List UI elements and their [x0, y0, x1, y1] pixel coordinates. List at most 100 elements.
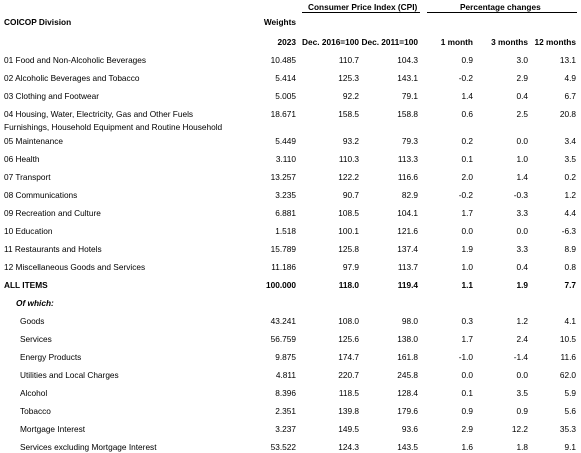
table-row: 09 Recreation and Culture 6.881 108.5 104.1…: [0, 207, 581, 219]
table-row: 10 Education 1.518 100.1 121.6 0.0 0.0 -6.3: [0, 225, 581, 237]
cell-a: 93.2: [342, 136, 359, 146]
cell-a: 125.6: [338, 334, 359, 344]
cell-m12: 8.9: [564, 244, 576, 254]
col-header-1-month: 1 month: [440, 37, 473, 47]
cell-m12: 20.8: [559, 109, 576, 119]
cell-b: 179.6: [397, 406, 418, 416]
row-label: 07 Transport: [4, 172, 51, 182]
cell-b: 138.0: [397, 334, 418, 344]
cell-b: 79.1: [401, 91, 418, 101]
row-label: 11 Restaurants and Hotels: [4, 244, 102, 254]
cell-m1: 0.0: [461, 226, 473, 236]
cell-m3: 0.0: [516, 370, 528, 380]
row-label: 03 Clothing and Footwear: [4, 91, 100, 101]
cell-m12: 7.7: [564, 280, 576, 290]
row-label: Utilities and Local Charges: [20, 370, 119, 380]
table-row: 04 Housing, Water, Electricity, Gas and …: [0, 108, 581, 120]
table-row: 06 Health 3.110 110.3 113.3 0.1 1.0 3.5: [0, 153, 581, 165]
cell-a: 174.7: [338, 352, 359, 362]
cell-m1: 1.1: [461, 280, 473, 290]
cell-m3: 12.2: [511, 424, 528, 434]
row-label: 04 Housing, Water, Electricity, Gas and …: [4, 109, 194, 119]
cell-w: 2.351: [275, 406, 296, 416]
table-row: Goods 43.241 108.0 98.0 0.3 1.2 4.1: [0, 315, 581, 327]
table-row: Of which:: [0, 297, 581, 309]
row-label: Energy Products: [20, 352, 82, 362]
table-row: 01 Food and Non-Alcoholic Beverages 10.48…: [0, 54, 581, 66]
cell-w: 13.257: [270, 172, 296, 182]
table-row: 02 Alcoholic Beverages and Tobacco 5.414 1…: [0, 72, 581, 84]
cell-m1: 0.2: [461, 136, 473, 146]
table-row: Tobacco 2.351 139.8 179.6 0.9 0.9 5.6: [0, 405, 581, 417]
cell-b: 121.6: [397, 226, 418, 236]
cell-w: 4.811: [275, 370, 296, 380]
cell-m12: 3.5: [564, 154, 576, 164]
cell-m1: -0.2: [458, 73, 473, 83]
cell-m12: 4.1: [564, 316, 576, 326]
cell-b: 161.8: [397, 352, 418, 362]
cell-b: 143.1: [397, 73, 418, 83]
cpi-group-header: Consumer Price Index (CPI): [308, 2, 418, 12]
cell-a: 110.7: [338, 55, 359, 65]
cell-m1: 0.1: [461, 388, 473, 398]
cell-m1: 1.0: [461, 262, 473, 272]
col-header-dec2011: Dec. 2011=100: [361, 37, 418, 47]
cell-m12: 11.6: [560, 352, 576, 362]
row-label: Tobacco: [20, 406, 51, 416]
cell-m12: 1.2: [564, 190, 576, 200]
row-label: 05 Maintenance: [4, 136, 64, 146]
cell-w: 5.005: [275, 91, 296, 101]
row-label: 10 Education: [4, 226, 53, 236]
cell-m12: 35.3: [559, 424, 576, 434]
cell-a: 108.5: [338, 208, 359, 218]
cell-b: 137.4: [397, 244, 418, 254]
cell-a: 139.8: [338, 406, 359, 416]
row-label: ALL ITEMS: [4, 280, 48, 290]
cell-m3: 1.9: [516, 280, 528, 290]
cell-m1: 0.6: [461, 109, 473, 119]
cell-b: 116.6: [397, 172, 418, 182]
cell-w: 11.186: [271, 262, 296, 272]
cell-m1: 0.3: [461, 316, 473, 326]
cell-b: 93.6: [401, 424, 418, 434]
row-label: Alcohol: [20, 388, 48, 398]
cell-a: 125.8: [338, 244, 359, 254]
table-row: Energy Products 9.875 174.7 161.8 -1.0 -1.4 11…: [0, 351, 581, 363]
cpi-group-rule: [302, 12, 420, 13]
cell-a: 122.2: [338, 172, 359, 182]
cell-a: 90.7: [342, 190, 359, 200]
cell-a: 158.5: [338, 109, 359, 119]
weights-header: Weights: [263, 17, 296, 27]
table-row: 12 Miscellaneous Goods and Services 11.18…: [0, 261, 581, 273]
cell-b: 158.8: [397, 109, 418, 119]
table-row: 07 Transport 13.257 122.2 116.6 2.0 1.4 0.2: [0, 171, 581, 183]
cell-w: 10.485: [270, 55, 296, 65]
row-label: Goods: [20, 316, 45, 326]
cell-a: 110.3: [338, 154, 359, 164]
cell-a: 92.2: [342, 91, 359, 101]
cell-w: 3.110: [275, 154, 296, 164]
row-label: 06 Health: [4, 154, 40, 164]
cell-m1: 0.0: [461, 370, 473, 380]
cell-a: 125.3: [338, 73, 359, 83]
cell-w: 43.241: [270, 316, 296, 326]
cell-m12: 4.9: [564, 73, 576, 83]
cell-a: 97.9: [342, 262, 359, 272]
cell-m3: 2.9: [516, 73, 528, 83]
col-header-12-months: 12 months: [534, 37, 577, 47]
cell-w: 56.759: [270, 334, 296, 344]
cell-m3: 2.4: [516, 334, 528, 344]
cell-m3: 0.4: [516, 91, 528, 101]
cell-w: 18.671: [270, 109, 296, 119]
row-label: Of which:: [16, 298, 54, 308]
cell-m3: 3.0: [516, 55, 528, 65]
row-label: Services excluding Mortgage Interest: [20, 442, 157, 452]
cell-m12: 0.2: [564, 172, 576, 182]
cell-w: 1.518: [275, 226, 296, 236]
row-label: 01 Food and Non-Alcoholic Beverages: [4, 55, 147, 65]
weights-year: 2023: [277, 37, 296, 47]
cell-w: 3.235: [275, 190, 296, 200]
cell-a: 118.0: [338, 280, 359, 290]
cell-m3: 3.3: [516, 208, 528, 218]
row-label: 09 Recreation and Culture: [4, 208, 101, 218]
